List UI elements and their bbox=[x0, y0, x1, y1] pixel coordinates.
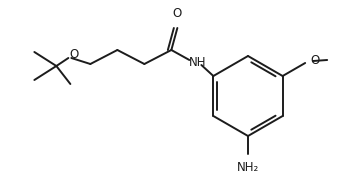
Text: O: O bbox=[70, 47, 79, 60]
Text: NH₂: NH₂ bbox=[237, 161, 259, 174]
Text: NH: NH bbox=[189, 55, 206, 69]
Text: O: O bbox=[310, 55, 319, 68]
Text: O: O bbox=[173, 7, 182, 20]
